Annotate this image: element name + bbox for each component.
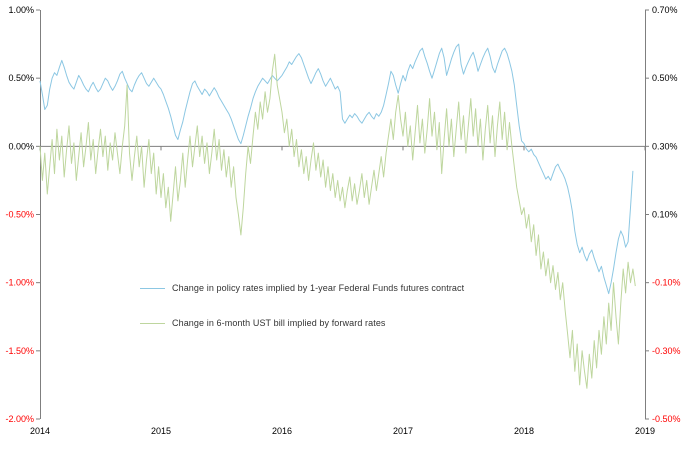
right-axis-tick-label: -0.10% <box>652 278 681 288</box>
left-axis-tick-label: -1.50% <box>5 346 34 356</box>
left-axis-tick-label: -1.00% <box>5 278 34 288</box>
legend-swatch-blue-line-icon <box>140 287 165 289</box>
left-axis-tick-label: -0.50% <box>5 210 34 220</box>
x-axis-tick-label: 2014 <box>30 426 50 436</box>
left-axis-tick-label: 0.50% <box>8 73 34 83</box>
x-axis-tick-label: 2016 <box>272 426 292 436</box>
left-axis-tick-label: 1.00% <box>8 5 34 15</box>
right-axis-tick-label: 0.10% <box>652 210 678 220</box>
left-axis-tick-label: 0.00% <box>8 141 34 151</box>
x-axis-tick-label: 2015 <box>151 426 171 436</box>
ust-bill-series-line <box>39 53 636 389</box>
legend-label-ust-bill: Change in 6-month UST bill implied by fo… <box>172 318 386 328</box>
chart-legend: Change in policy rates implied by 1-year… <box>140 282 464 352</box>
legend-label-policy-rates: Change in policy rates implied by 1-year… <box>172 283 465 293</box>
right-axis-tick-label: 0.30% <box>652 141 678 151</box>
right-axis-tick-label: -0.50% <box>652 414 681 424</box>
x-axis-tick-label: 2018 <box>514 426 534 436</box>
left-axis-tick-label: -2.00% <box>5 414 34 424</box>
x-axis-tick-label: 2017 <box>393 426 413 436</box>
right-axis-tick-label: 0.70% <box>652 5 678 15</box>
legend-swatch-green-line-icon <box>140 322 165 324</box>
right-axis-tick-label: 0.50% <box>652 73 678 83</box>
policy-rates-series-line <box>39 43 634 295</box>
right-axis-tick-label: -0.30% <box>652 346 681 356</box>
legend-item-ust-bill: Change in 6-month UST bill implied by fo… <box>140 317 464 329</box>
legend-item-policy-rates: Change in policy rates implied by 1-year… <box>140 282 464 294</box>
x-axis-tick-label: 2019 <box>635 426 655 436</box>
